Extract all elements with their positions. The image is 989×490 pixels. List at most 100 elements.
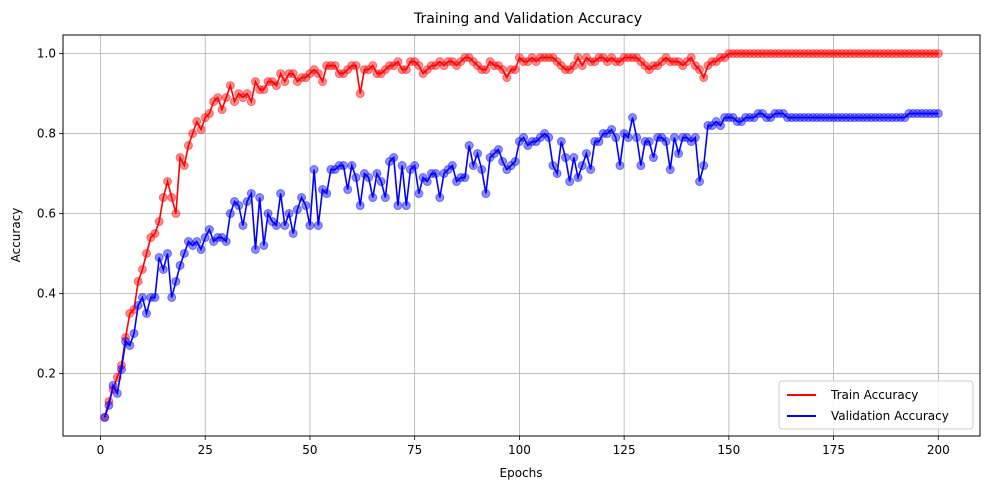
data-point-validation: [405, 165, 415, 175]
data-point-validation: [167, 292, 177, 302]
data-point-validation: [741, 113, 751, 123]
data-point-train: [318, 77, 328, 87]
legend-label-validation: Validation Accuracy: [831, 409, 949, 423]
data-point-validation: [699, 161, 709, 171]
data-point-validation: [154, 252, 164, 262]
data-point-train: [799, 49, 809, 59]
data-point-train: [213, 93, 223, 103]
data-point-validation: [887, 113, 897, 123]
data-point-train: [812, 49, 822, 59]
data-point-train: [326, 61, 336, 71]
data-point-train: [778, 49, 788, 59]
data-point-train: [816, 49, 826, 59]
data-point-train: [146, 233, 156, 242]
data-point-train: [720, 53, 730, 63]
data-point-validation: [343, 185, 353, 195]
data-point-train: [313, 69, 323, 79]
data-point-validation: [301, 201, 311, 211]
data-point-train: [791, 49, 801, 59]
data-point-validation: [431, 169, 441, 179]
data-point-validation: [661, 137, 671, 147]
data-point-train: [338, 69, 348, 79]
data-point-validation: [636, 161, 646, 171]
data-point-validation: [468, 161, 478, 171]
data-point-validation: [816, 113, 826, 123]
data-point-validation: [133, 300, 143, 310]
y-tick-label: 0.2: [37, 366, 56, 380]
data-point-validation: [657, 133, 667, 143]
series-validation: [100, 109, 943, 422]
data-point-validation: [762, 113, 772, 123]
data-point-train: [829, 49, 839, 59]
data-point-train: [401, 65, 411, 75]
data-point-train: [230, 97, 240, 107]
data-point-validation: [808, 113, 818, 123]
data-point-validation: [820, 113, 830, 123]
data-point-train: [154, 217, 164, 227]
data-point-validation: [829, 113, 839, 123]
data-point-train: [921, 49, 931, 59]
data-point-train: [523, 57, 533, 67]
series-layer: [100, 49, 943, 422]
data-point-train: [623, 53, 633, 63]
data-point-validation: [607, 125, 617, 135]
data-point-validation: [183, 237, 193, 246]
data-point-train: [879, 49, 889, 59]
data-point-validation: [188, 241, 198, 250]
data-point-validation: [142, 308, 152, 318]
data-point-train: [925, 49, 935, 59]
data-point-train: [531, 57, 541, 67]
data-point-validation: [456, 173, 466, 183]
data-point-validation: [464, 141, 474, 151]
data-point-validation: [255, 193, 265, 203]
data-point-validation: [653, 133, 663, 143]
data-point-validation: [703, 121, 713, 131]
data-point-validation: [891, 113, 901, 123]
data-point-validation: [845, 113, 855, 123]
data-point-validation: [401, 201, 411, 211]
data-point-validation: [506, 161, 516, 171]
data-point-validation: [498, 157, 508, 167]
data-point-validation: [460, 173, 470, 183]
data-point-validation: [824, 113, 834, 123]
data-point-train: [250, 77, 260, 87]
data-point-train: [845, 49, 855, 59]
data-point-train: [644, 65, 654, 75]
x-tick-label: 25: [198, 443, 213, 457]
x-tick-label: 100: [508, 443, 531, 457]
data-point-validation: [711, 117, 721, 127]
data-point-validation: [217, 233, 227, 242]
data-point-validation: [778, 109, 788, 119]
legend-label-train: Train Accuracy: [830, 388, 918, 402]
data-point-train: [422, 65, 432, 75]
data-point-validation: [347, 161, 357, 171]
data-point-train: [795, 49, 805, 59]
data-point-validation: [452, 177, 462, 187]
data-point-train: [179, 161, 189, 171]
data-point-validation: [242, 197, 252, 207]
data-point-train: [858, 49, 868, 59]
data-point-train: [292, 77, 302, 87]
data-point-train: [628, 53, 638, 63]
data-point-train: [334, 69, 344, 79]
data-point-validation: [669, 133, 679, 143]
data-point-validation: [753, 109, 763, 119]
data-point-train: [405, 57, 415, 67]
data-point-validation: [137, 292, 147, 302]
data-point-train: [183, 141, 193, 151]
data-point-train: [271, 81, 281, 91]
data-point-validation: [540, 129, 550, 139]
data-point-train: [125, 308, 135, 318]
data-point-validation: [648, 153, 658, 163]
data-point-train: [431, 61, 441, 71]
x-tick-label: 50: [302, 443, 317, 457]
data-point-train: [548, 53, 558, 63]
data-point-validation: [284, 209, 294, 219]
data-point-train: [481, 65, 491, 75]
data-point-train: [736, 49, 746, 59]
data-point-train: [850, 49, 860, 59]
data-point-validation: [292, 205, 302, 215]
data-point-train: [762, 49, 772, 59]
data-point-validation: [623, 133, 633, 143]
